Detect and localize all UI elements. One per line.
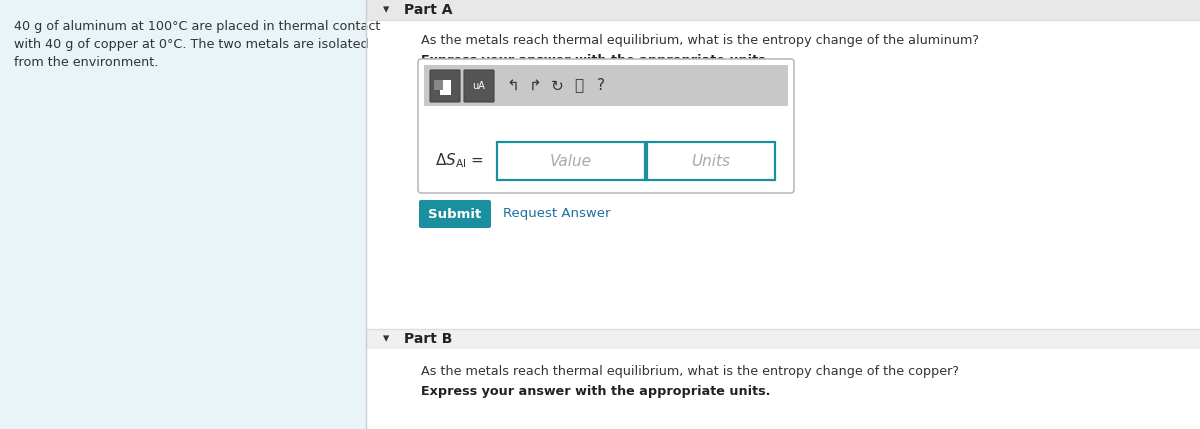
FancyBboxPatch shape — [464, 70, 494, 102]
Text: Express your answer with the appropriate units.: Express your answer with the appropriate… — [421, 385, 770, 398]
Text: Part B: Part B — [404, 332, 452, 346]
Text: ▾: ▾ — [383, 3, 389, 16]
Text: ?: ? — [598, 79, 605, 94]
Text: Request Answer: Request Answer — [503, 208, 611, 221]
FancyBboxPatch shape — [419, 200, 491, 228]
Text: uA: uA — [473, 81, 486, 91]
FancyBboxPatch shape — [418, 59, 794, 193]
Text: As the metals reach thermal equilibrium, what is the entropy change of the coppe: As the metals reach thermal equilibrium,… — [421, 365, 959, 378]
Text: Express your answer with the appropriate units.: Express your answer with the appropriate… — [421, 54, 770, 67]
Text: Units: Units — [691, 154, 731, 169]
Bar — [366, 329, 1200, 349]
Bar — [434, 80, 443, 90]
Text: Part A: Part A — [404, 3, 452, 17]
Bar — [440, 80, 451, 95]
FancyBboxPatch shape — [430, 70, 460, 102]
Text: with 40 g of copper at 0°C. The two metals are isolated: with 40 g of copper at 0°C. The two meta… — [14, 38, 368, 51]
Bar — [366, 0, 1200, 20]
Bar — [0, 0, 366, 429]
Text: Value: Value — [550, 154, 592, 169]
Text: 40 g of aluminum at 100°C are placed in thermal contact: 40 g of aluminum at 100°C are placed in … — [14, 20, 380, 33]
Bar — [424, 65, 788, 106]
Text: As the metals reach thermal equilibrium, what is the entropy change of the alumi: As the metals reach thermal equilibrium,… — [421, 34, 979, 47]
Text: from the environment.: from the environment. — [14, 56, 158, 69]
Bar — [497, 142, 646, 180]
Text: ↱: ↱ — [529, 79, 541, 94]
Text: $\Delta S_{\mathrm{Al}}$ =: $\Delta S_{\mathrm{Al}}$ = — [436, 151, 484, 170]
Bar — [647, 142, 775, 180]
Text: ↻: ↻ — [551, 79, 563, 94]
Text: ⎕: ⎕ — [575, 79, 583, 94]
Text: Submit: Submit — [428, 208, 481, 221]
Text: ↰: ↰ — [506, 79, 520, 94]
Text: ▾: ▾ — [383, 332, 389, 345]
